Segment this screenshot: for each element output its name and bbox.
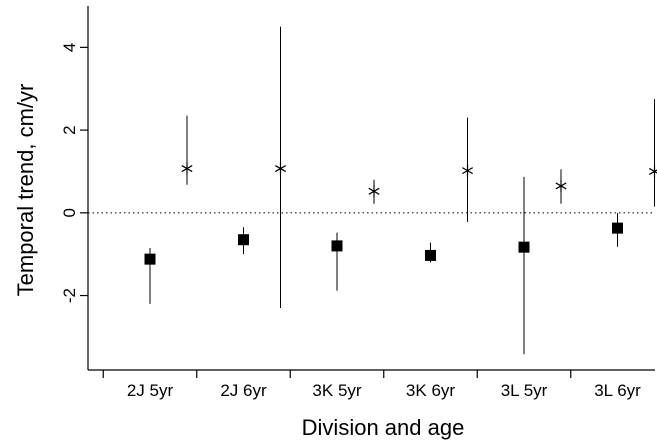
star-marker-shape bbox=[649, 165, 657, 178]
x-tick-label: 3K 6yr bbox=[406, 381, 455, 400]
star-marker-shape bbox=[462, 164, 473, 177]
star-marker-shape bbox=[555, 179, 567, 192]
star-marker-shape bbox=[181, 162, 193, 175]
star-marker bbox=[275, 162, 286, 175]
y-axis: -2 0 2 4 bbox=[60, 6, 89, 370]
y-tick-label: 4 bbox=[60, 43, 79, 52]
x-tick-label: 3L 6yr bbox=[594, 381, 641, 400]
square-marker bbox=[144, 253, 156, 265]
star-marker bbox=[555, 179, 567, 192]
star-marker bbox=[649, 165, 657, 178]
x-axis: 2J 5yr 2J 6yr 3K 5yr 3K 6yr 3L 5yr 3L 6yr bbox=[88, 369, 655, 400]
x-axis-title: Division and age bbox=[302, 415, 465, 440]
x-tick-label: 2J 5yr bbox=[127, 381, 174, 400]
plot-area bbox=[88, 26, 657, 355]
square-marker bbox=[238, 234, 249, 246]
y-tick-label: -2 bbox=[60, 288, 79, 303]
star-marker-shape bbox=[275, 162, 286, 175]
star-marker bbox=[181, 162, 193, 175]
square-marker bbox=[518, 241, 530, 253]
square-marker bbox=[425, 249, 436, 261]
star-marker-shape bbox=[368, 185, 380, 198]
y-axis-title: Temporal trend, cm/yr bbox=[13, 84, 38, 297]
star-marker bbox=[462, 164, 473, 177]
x-tick-label: 3L 5yr bbox=[501, 381, 548, 400]
star-marker bbox=[368, 185, 380, 198]
x-tick-label: 3K 5yr bbox=[312, 381, 361, 400]
y-tick-label: 0 bbox=[60, 208, 79, 217]
square-marker bbox=[331, 240, 343, 252]
y-tick-label: 2 bbox=[60, 125, 79, 134]
x-tick-label: 2J 6yr bbox=[220, 381, 267, 400]
square-marker bbox=[612, 222, 623, 234]
